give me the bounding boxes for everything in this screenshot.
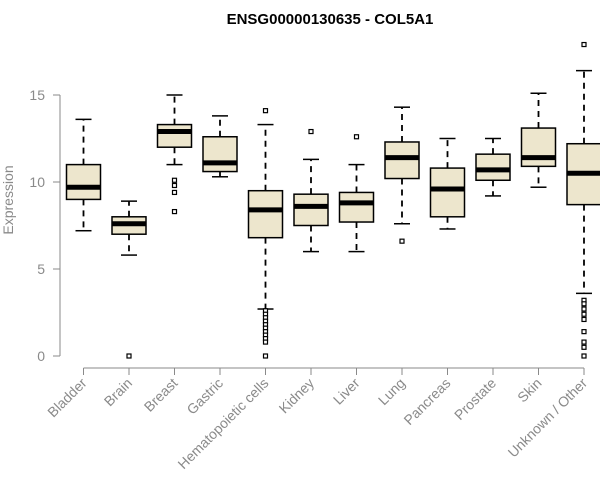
chart-title: ENSG00000130635 - COL5A1 xyxy=(227,11,434,28)
x-tick-label: Breast xyxy=(141,375,181,415)
box xyxy=(384,141,420,180)
outlier-point xyxy=(262,353,269,359)
outlier-point xyxy=(308,128,314,135)
x-tick-label: Skin xyxy=(514,375,545,406)
y-tick-label: 0 xyxy=(37,348,45,364)
x-tick-label: Gastric xyxy=(183,375,226,418)
y-tick-label: 10 xyxy=(29,174,45,190)
outlier-point xyxy=(171,182,178,189)
box xyxy=(202,136,238,173)
x-tick-label: Liver xyxy=(330,375,363,408)
outlier-point xyxy=(581,301,587,307)
outlier-point xyxy=(581,344,587,350)
outlier-point xyxy=(581,306,587,312)
outlier-point xyxy=(581,316,587,323)
x-tick-label: Prostate xyxy=(451,375,499,423)
x-tick-label: Lung xyxy=(375,375,408,408)
x-tick-label: Kidney xyxy=(276,375,318,417)
outlier-point xyxy=(581,311,587,317)
box xyxy=(293,193,329,227)
box xyxy=(156,123,193,148)
y-tick-label: 5 xyxy=(37,261,45,277)
x-tick-label: Pancreas xyxy=(400,375,453,428)
outlier-point xyxy=(581,329,587,335)
outlier-point xyxy=(171,177,178,183)
outlier-point xyxy=(581,41,587,48)
box xyxy=(520,127,557,168)
outlier-point xyxy=(399,238,405,244)
outlier-point xyxy=(262,108,269,114)
box xyxy=(65,163,102,201)
outlier-point xyxy=(171,208,178,215)
x-tick-label: Brain xyxy=(101,375,135,409)
outlier-point xyxy=(171,189,178,196)
outlier-point xyxy=(262,339,269,345)
box xyxy=(429,167,466,218)
x-tick-label: Unknown / Other xyxy=(505,375,591,461)
y-tick-label: 15 xyxy=(29,87,45,103)
outlier-point xyxy=(126,353,132,359)
x-tick-label: Bladder xyxy=(44,375,90,421)
outlier-point xyxy=(581,353,587,359)
outlier-point xyxy=(581,339,587,345)
box xyxy=(338,191,375,223)
y-axis-label: Expression xyxy=(0,165,16,234)
box xyxy=(475,153,511,182)
box xyxy=(247,189,284,239)
x-tick-label: Hematopoietic cells xyxy=(174,375,271,472)
outlier-point xyxy=(353,134,360,140)
